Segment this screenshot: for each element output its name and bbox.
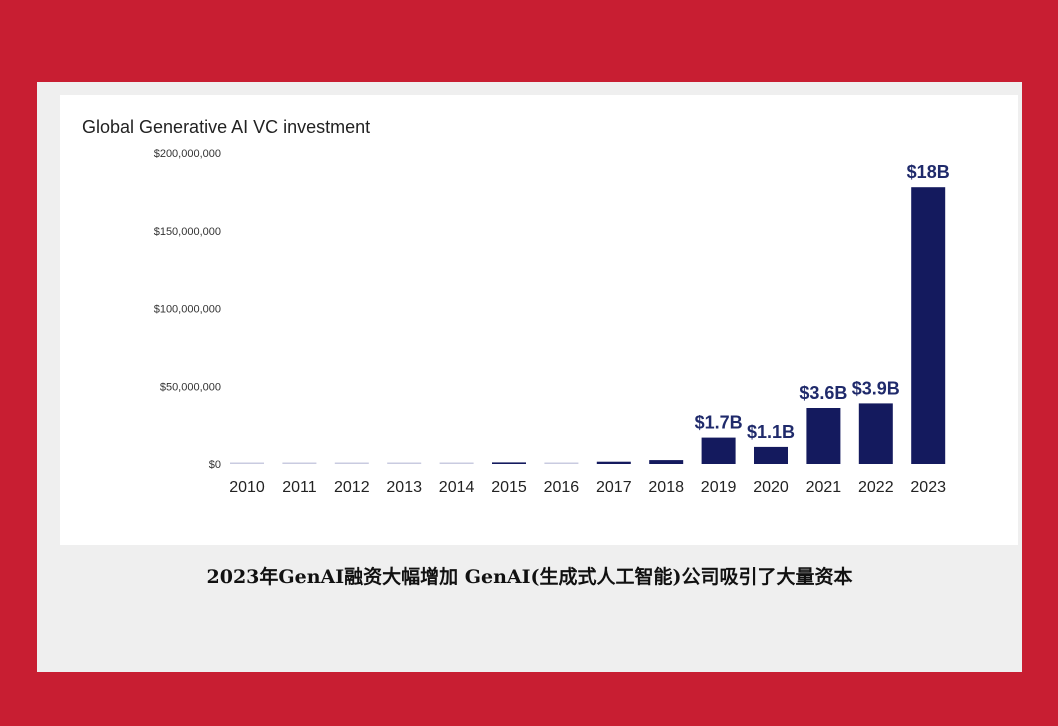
chart-panel: Global Generative AI VC investment $0 $50… <box>60 95 1018 545</box>
x-tick-label-2010: 2010 <box>229 479 265 496</box>
x-tick-label-2016: 2016 <box>544 479 580 496</box>
x-tick-label-2018: 2018 <box>648 479 684 496</box>
x-tick-label-2013: 2013 <box>386 479 422 496</box>
x-tick-label-2023: 2023 <box>910 479 946 496</box>
data-label-2019: $1.7B <box>695 413 743 433</box>
bars <box>230 187 946 464</box>
x-axis-ticks: 2010 2011 2012 2013 2014 2015 2016 2017 2018 2019… <box>229 479 946 496</box>
bar-2012 <box>334 462 369 464</box>
bar-2015 <box>492 462 526 464</box>
x-tick-label-2014: 2014 <box>439 479 475 496</box>
y-tick-label: $50,000,000 <box>160 381 221 393</box>
x-tick-label-2019: 2019 <box>701 479 737 496</box>
data-label-2023: $18B <box>907 162 950 182</box>
bar-2020 <box>754 446 788 464</box>
content-card: Global Generative AI VC investment $0 $50… <box>37 82 1022 672</box>
bar-2023 <box>911 187 946 464</box>
x-tick-label-2022: 2022 <box>858 479 894 496</box>
data-label-2022: $3.9B <box>852 378 900 398</box>
bar-2022 <box>858 403 893 464</box>
x-tick-label-2017: 2017 <box>596 479 632 496</box>
bar-2014 <box>439 462 474 464</box>
bar-2011 <box>282 462 317 464</box>
y-tick-label: $150,000,000 <box>154 226 221 238</box>
y-tick-label: $200,000,000 <box>154 148 221 160</box>
bar-2018 <box>649 460 684 464</box>
bar-chart: Global Generative AI VC investment $0 $50… <box>82 117 950 496</box>
x-tick-label-2015: 2015 <box>491 479 527 496</box>
bar-2016 <box>544 462 579 464</box>
bar-2019 <box>701 437 736 464</box>
x-tick-label-2012: 2012 <box>334 479 370 496</box>
y-tick-label: $100,000,000 <box>154 304 221 316</box>
bar-2021 <box>806 408 841 464</box>
chart-title: Global Generative AI VC investment <box>82 117 370 137</box>
bar-2010 <box>230 462 264 464</box>
image-caption: 2023年GenAI融资大幅增加 GenAI(生成式人工智能)公司吸引了大量资本 <box>206 566 853 588</box>
data-label-2021: $3.6B <box>799 383 847 403</box>
y-axis-ticks: $0 $50,000,000 $100,000,000 $150,000,000 $20… <box>154 148 221 471</box>
data-label-2020: $1.1B <box>747 422 795 442</box>
x-tick-label-2011: 2011 <box>282 479 317 496</box>
x-tick-label-2020: 2020 <box>753 479 789 496</box>
y-tick-label: $0 <box>209 459 221 471</box>
data-labels: $1.7B $1.1B$3.6B $3.9B $18B <box>695 162 950 442</box>
bar-2017 <box>596 461 631 464</box>
bar-2013 <box>387 462 422 464</box>
x-tick-label-2021: 2021 <box>806 479 842 496</box>
